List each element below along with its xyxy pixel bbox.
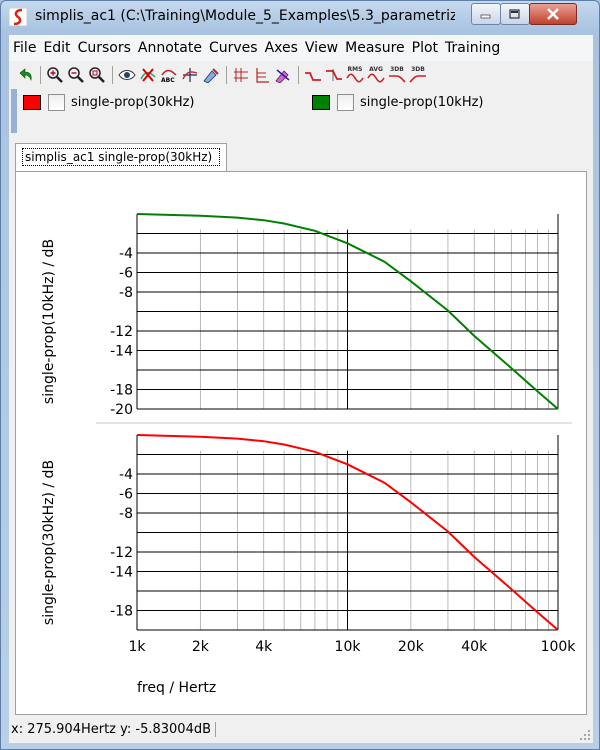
x-tick-label: 40k: [461, 639, 488, 655]
y-tick-label: -6: [119, 487, 133, 503]
menu-curves[interactable]: Curves: [208, 40, 258, 56]
plot-area[interactable]: -4 -6 -8 -12 -14 -18 -20 single-prop(10kHz) / d…: [15, 171, 587, 715]
zoom-fit-icon[interactable]: [87, 65, 107, 85]
minimize-icon: [480, 14, 491, 19]
x-tick-label: 20k: [398, 639, 425, 655]
pulse-icon[interactable]: [303, 65, 323, 85]
y-axis-label: single-prop(10kHz) / dB: [41, 239, 57, 404]
y-tick-label: -4: [119, 467, 133, 483]
3db-down-icon[interactable]: 3DB: [408, 65, 428, 85]
menu-training[interactable]: Training: [445, 40, 501, 56]
tab-simplis-ac1[interactable]: simplis_ac1 single-prop(30kHz): [15, 143, 227, 171]
eye-icon[interactable]: [117, 65, 137, 85]
maximize-button[interactable]: [500, 3, 530, 25]
legend-checkbox-10khz[interactable]: [337, 94, 354, 111]
series-line-single-prop-30khz-: [136, 434, 559, 631]
resize-grip-icon[interactable]: [579, 729, 591, 741]
legend-checkbox-30khz[interactable]: [48, 94, 65, 111]
delete-curve-icon[interactable]: [138, 65, 158, 85]
client-area: File Edit Cursors Annotate Curves Axes V…: [9, 35, 593, 743]
menu-view[interactable]: View: [304, 40, 339, 56]
toolbar: ABC: [9, 63, 593, 87]
x-axis-label: freq / Hertz: [137, 680, 216, 696]
y-tick-label: -8: [119, 506, 133, 522]
close-button[interactable]: [529, 3, 577, 25]
close-icon: [547, 8, 559, 20]
toolbar-separator: [112, 66, 113, 84]
x-tick-label: 10k: [335, 639, 362, 655]
rms-icon[interactable]: RMS: [345, 65, 365, 85]
rms-label: RMS: [347, 66, 363, 73]
title-bar[interactable]: simplis_ac1 (C:\Training\Module_5_Exampl…: [1, 1, 599, 35]
menu-bar: File Edit Cursors Annotate Curves Axes V…: [9, 35, 593, 61]
paint-icon[interactable]: [201, 65, 221, 85]
menu-cursors[interactable]: Cursors: [77, 40, 131, 56]
y-tick-label: -6: [119, 266, 133, 282]
legend-strip: [11, 89, 17, 133]
cursor-icon[interactable]: [180, 65, 200, 85]
graph-canvas[interactable]: -4 -6 -8 -12 -14 -18 -20 single-prop(10kHz) / d…: [16, 172, 586, 714]
zoom-out-icon[interactable]: [66, 65, 86, 85]
grid-1-icon[interactable]: [231, 65, 251, 85]
y-tick-label: -18: [110, 604, 133, 620]
zoom-in-icon[interactable]: [45, 65, 65, 85]
simplis-logo-icon: [9, 8, 27, 26]
avg-icon[interactable]: AVG: [366, 65, 386, 85]
abc-icon[interactable]: ABC: [159, 65, 179, 85]
cursor-readout: x: 275.904Hertz y: -5.83004dB: [11, 721, 217, 737]
y-tick-label: -14: [110, 344, 133, 360]
style-icon[interactable]: [273, 65, 293, 85]
toolbar-separator: [226, 66, 227, 84]
menu-file[interactable]: File: [13, 40, 37, 56]
x-tick-label: 100k: [541, 639, 577, 655]
menu-edit[interactable]: Edit: [43, 40, 71, 56]
x-tick-label: 4k: [255, 639, 273, 655]
legend-label-10khz: single-prop(10kHz): [360, 95, 484, 110]
x-tick-label: 1k: [128, 639, 146, 655]
legend-label-30khz: single-prop(30kHz): [71, 95, 195, 110]
3db-down-label: 3DB: [411, 66, 425, 73]
legend-swatch-30khz[interactable]: [23, 95, 41, 110]
y-tick-label: -14: [110, 565, 133, 581]
y-tick-label: -12: [110, 545, 133, 561]
legend-swatch-10khz[interactable]: [312, 95, 330, 110]
minimize-button[interactable]: [471, 3, 501, 25]
toolbar-separator: [298, 66, 299, 84]
maximize-icon: [509, 9, 520, 19]
y-axis-label: single-prop(30kHz) / dB: [41, 460, 57, 625]
avg-label: AVG: [369, 66, 383, 73]
status-bar: x: 275.904Hertz y: -5.83004dB: [9, 715, 593, 743]
y-tick-label: -20: [110, 402, 133, 418]
menu-measure[interactable]: Measure: [345, 40, 405, 56]
menu-plot[interactable]: Plot: [411, 40, 439, 56]
y-tick-label: -8: [119, 285, 133, 301]
window-title: simplis_ac1 (C:\Training\Module_5_Exampl…: [35, 8, 455, 24]
3db-label: 3DB: [390, 66, 404, 73]
series-line-single-prop-10khz-: [136, 213, 559, 410]
undo-icon[interactable]: [15, 65, 35, 85]
grid-2-icon[interactable]: [252, 65, 272, 85]
tab-label: simplis_ac1 single-prop(30kHz): [22, 148, 220, 166]
3db-icon[interactable]: 3DB: [387, 65, 407, 85]
menu-axes[interactable]: Axes: [264, 40, 298, 56]
y-tick-label: -12: [110, 324, 133, 340]
curve-legend-bar: single-prop(30kHz) single-prop(10kHz): [9, 89, 593, 135]
y-tick-label: -4: [119, 246, 133, 262]
toolbar-separator: [40, 66, 41, 84]
x-tick-label: 2k: [192, 639, 210, 655]
svg-text:ABC: ABC: [161, 77, 175, 83]
menu-annotate[interactable]: Annotate: [137, 40, 202, 56]
y-tick-label: -18: [110, 383, 133, 399]
pulse-down-icon[interactable]: [324, 65, 344, 85]
